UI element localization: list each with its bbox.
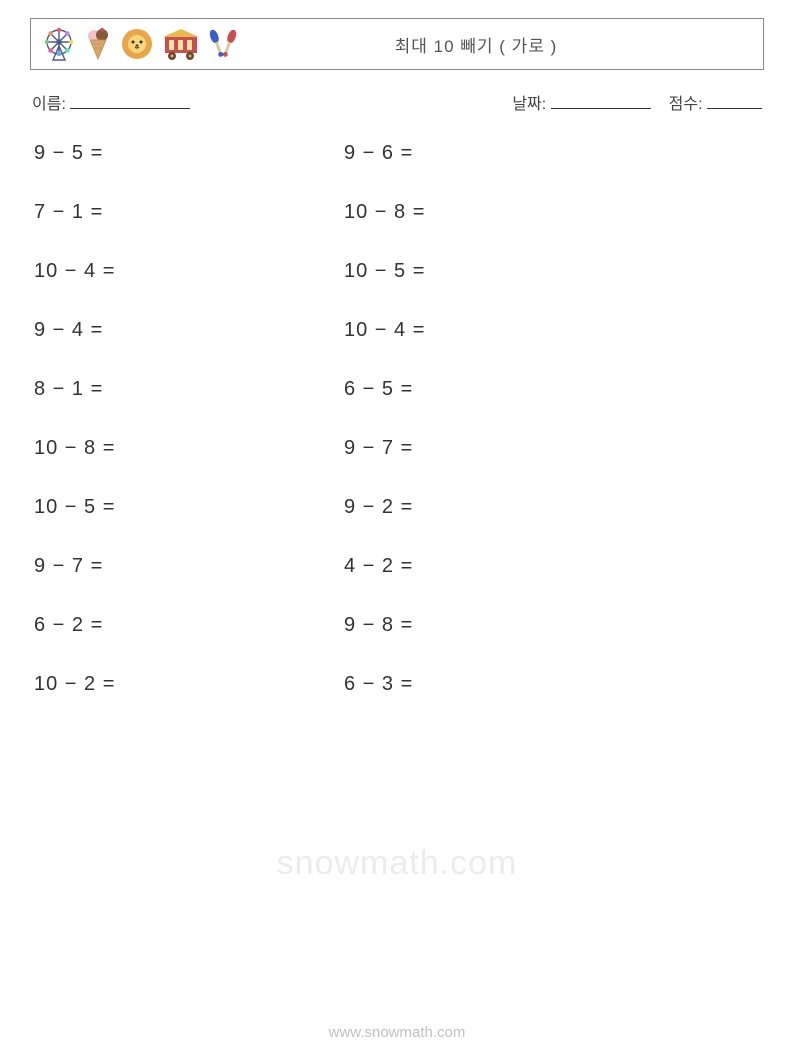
problem-item: 10 − 8 = — [344, 201, 764, 224]
problem-item: 9 − 8 = — [344, 614, 764, 637]
score-label: 점수: — [669, 96, 703, 113]
problem-item: 8 − 1 = — [34, 378, 344, 401]
problem-item: 9 − 5 = — [34, 142, 344, 165]
problems-area: 9 − 5 = 7 − 1 = 10 − 4 = 9 − 4 = 8 − 1 =… — [30, 142, 764, 696]
ice-cream-icon — [83, 26, 113, 62]
date-label: 날짜: — [512, 96, 546, 113]
date-blank[interactable] — [551, 93, 651, 109]
problem-item: 10 − 2 = — [34, 673, 344, 696]
problem-item: 7 − 1 = — [34, 201, 344, 224]
worksheet-title: 최대 10 빼기 ( 가로 ) — [239, 32, 753, 57]
circus-wagon-icon — [161, 27, 201, 61]
worksheet-page: 최대 10 빼기 ( 가로 ) 이름: 날짜: 점수: 9 − 5 = 7 − … — [0, 0, 794, 1053]
juggling-clubs-icon — [207, 26, 239, 62]
name-blank[interactable] — [70, 93, 190, 109]
header-icons — [41, 26, 239, 62]
problem-item: 9 − 6 = — [344, 142, 764, 165]
problem-item: 10 − 5 = — [34, 496, 344, 519]
lion-face-icon — [119, 26, 155, 62]
problem-item: 4 − 2 = — [344, 555, 764, 578]
ferris-wheel-icon — [41, 26, 77, 62]
problem-item: 9 − 7 = — [344, 437, 764, 460]
problem-item: 10 − 4 = — [344, 319, 764, 342]
meta-row: 이름: 날짜: 점수: — [30, 90, 764, 114]
problems-column-2: 9 − 6 = 10 − 8 = 10 − 5 = 10 − 4 = 6 − 5… — [344, 142, 764, 696]
problem-item: 6 − 3 = — [344, 673, 764, 696]
name-label: 이름: — [32, 96, 66, 113]
score-field: 점수: — [669, 90, 762, 114]
problem-item: 10 − 8 = — [34, 437, 344, 460]
problem-item: 9 − 2 = — [344, 496, 764, 519]
header-box: 최대 10 빼기 ( 가로 ) — [30, 18, 764, 70]
problem-item: 6 − 5 = — [344, 378, 764, 401]
score-blank[interactable] — [707, 93, 762, 109]
date-field: 날짜: — [512, 90, 650, 114]
problem-item: 10 − 4 = — [34, 260, 344, 283]
name-field: 이름: — [32, 90, 512, 114]
problem-item: 9 − 4 = — [34, 319, 344, 342]
watermark-text: snowmath.com — [0, 844, 794, 883]
problem-item: 6 − 2 = — [34, 614, 344, 637]
problem-item: 10 − 5 = — [344, 260, 764, 283]
problem-item: 9 − 7 = — [34, 555, 344, 578]
problems-column-1: 9 − 5 = 7 − 1 = 10 − 4 = 9 − 4 = 8 − 1 =… — [34, 142, 344, 696]
footer-url: www.snowmath.com — [0, 1024, 794, 1041]
